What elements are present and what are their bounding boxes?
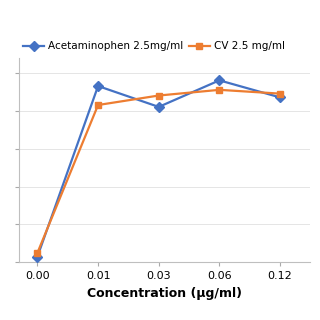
CV 2.5 mg/ml (218, 88, 221, 92)
X-axis label: Concentration (μg/ml): Concentration (μg/ml) (87, 287, 242, 300)
CV 2.5 mg/ml (157, 94, 161, 98)
Line: Acetaminophen 2.5mg/ml: Acetaminophen 2.5mg/ml (34, 77, 284, 260)
CV 2.5 mg/ml (36, 251, 39, 255)
Line: CV 2.5 mg/ml: CV 2.5 mg/ml (34, 86, 284, 256)
Acetaminophen 2.5mg/ml (278, 95, 282, 99)
Legend: Acetaminophen 2.5mg/ml, CV 2.5 mg/ml: Acetaminophen 2.5mg/ml, CV 2.5 mg/ml (19, 37, 289, 56)
CV 2.5 mg/ml (278, 92, 282, 96)
Acetaminophen 2.5mg/ml (218, 78, 221, 82)
Acetaminophen 2.5mg/ml (157, 105, 161, 109)
CV 2.5 mg/ml (96, 103, 100, 107)
Acetaminophen 2.5mg/ml (36, 255, 39, 259)
Acetaminophen 2.5mg/ml (96, 84, 100, 88)
